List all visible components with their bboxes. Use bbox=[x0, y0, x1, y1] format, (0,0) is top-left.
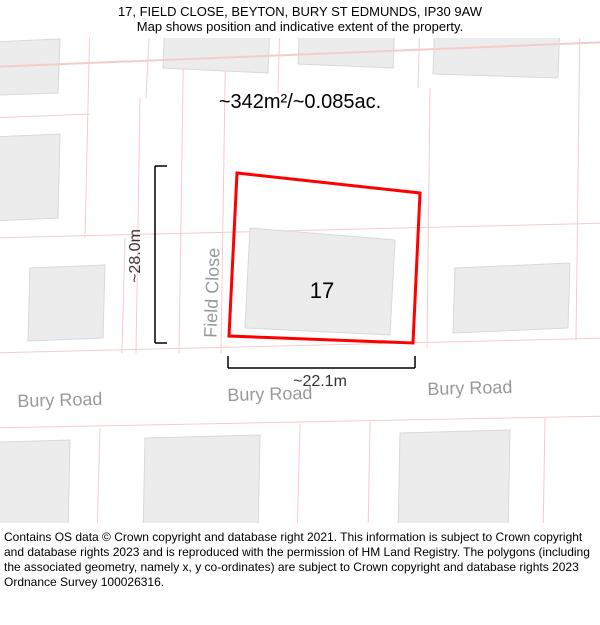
map-area: ~28.0m~22.1m~342m²/~0.085ac.17Field Clos… bbox=[0, 38, 600, 523]
footer-copyright: Contains OS data © Crown copyright and d… bbox=[4, 530, 596, 590]
bury-road-label: Bury Road bbox=[427, 377, 513, 399]
vertical-measure-label: ~28.0m bbox=[127, 229, 144, 283]
area-label: ~342m²/~0.085ac. bbox=[219, 91, 381, 113]
header: 17, FIELD CLOSE, BEYTON, BURY ST EDMUNDS… bbox=[0, 0, 600, 34]
header-title: 17, FIELD CLOSE, BEYTON, BURY ST EDMUNDS… bbox=[0, 4, 600, 19]
header-subtitle: Map shows position and indicative extent… bbox=[0, 19, 600, 34]
bury-road-label: Bury Road bbox=[227, 383, 313, 405]
map-svg: ~28.0m~22.1m~342m²/~0.085ac.17Field Clos… bbox=[0, 38, 600, 523]
field-close-label: Field Close bbox=[200, 247, 223, 338]
house-number-label: 17 bbox=[310, 278, 334, 303]
bury-road-label: Bury Road bbox=[17, 389, 103, 411]
